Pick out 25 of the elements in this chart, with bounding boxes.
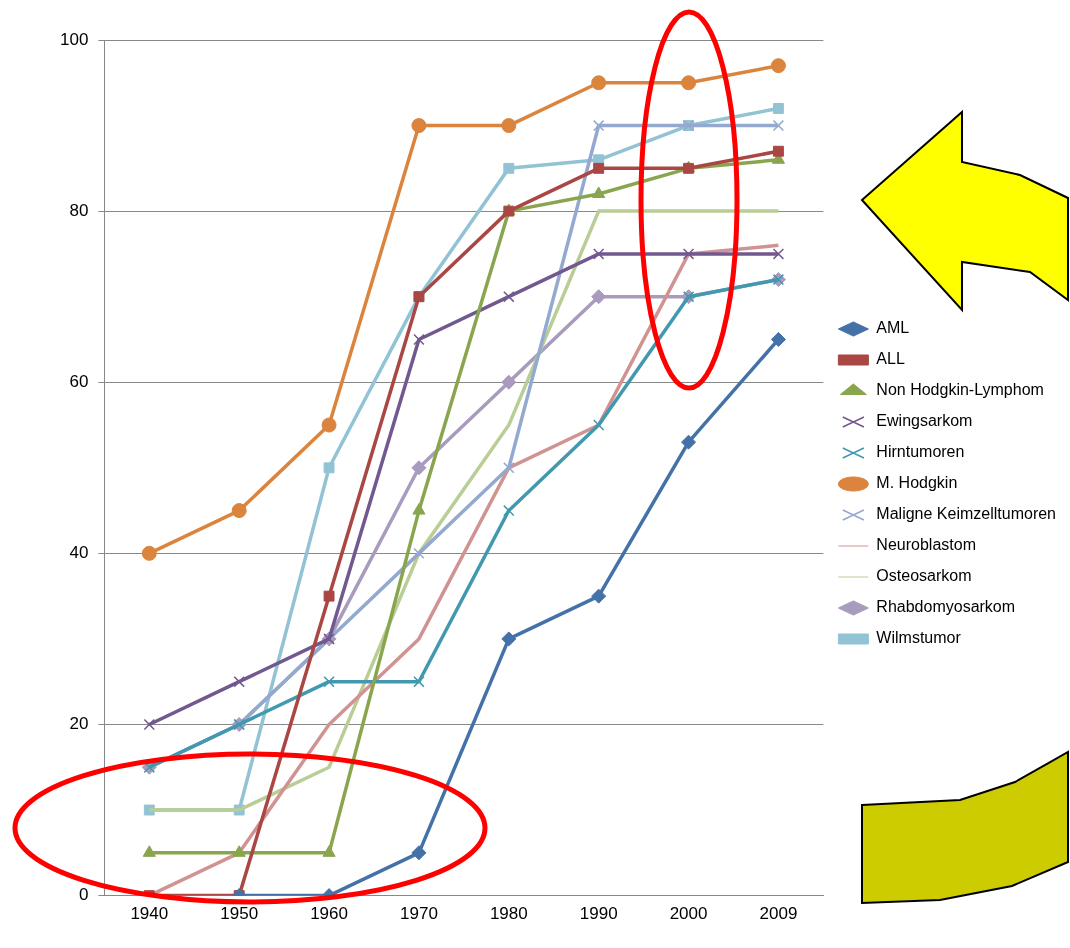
legend-label: AML — [876, 319, 910, 337]
x-tick-label: 1980 — [489, 904, 528, 924]
x-tick-label: 1950 — [220, 904, 259, 924]
legend-label: Maligne Keimzelltumoren — [876, 505, 1057, 523]
legend-label: Wilmstumor — [876, 629, 962, 647]
legend-label: Ewingsarkom — [876, 412, 973, 430]
legend-label: ALL — [876, 350, 905, 368]
y-tick-label: 40 — [69, 543, 89, 563]
x-tick-label: 1970 — [400, 904, 438, 924]
legend-label: M. Hodgkin — [876, 474, 958, 492]
x-tick-label: 2009 — [759, 904, 798, 924]
y-tick-label: 100 — [59, 29, 89, 49]
y-tick-label: 80 — [69, 200, 89, 220]
x-tick-label: 1960 — [310, 904, 348, 924]
legend-label: Osteosarkom — [876, 567, 972, 585]
legend-label: Hirntumoren — [876, 443, 965, 461]
legend-label: Neuroblastom — [876, 536, 976, 554]
x-tick-label: 1940 — [130, 904, 169, 924]
legend-label: Rhabdomyosarkom — [876, 598, 1016, 616]
y-tick-label: 0 — [78, 885, 89, 905]
y-tick-label: 20 — [69, 714, 89, 734]
legend-label: Non Hodgkin-Lymphom — [876, 381, 1044, 399]
x-tick-label: 1990 — [579, 904, 618, 924]
y-tick-label: 60 — [69, 371, 89, 391]
x-tick-label: 2000 — [669, 904, 708, 924]
